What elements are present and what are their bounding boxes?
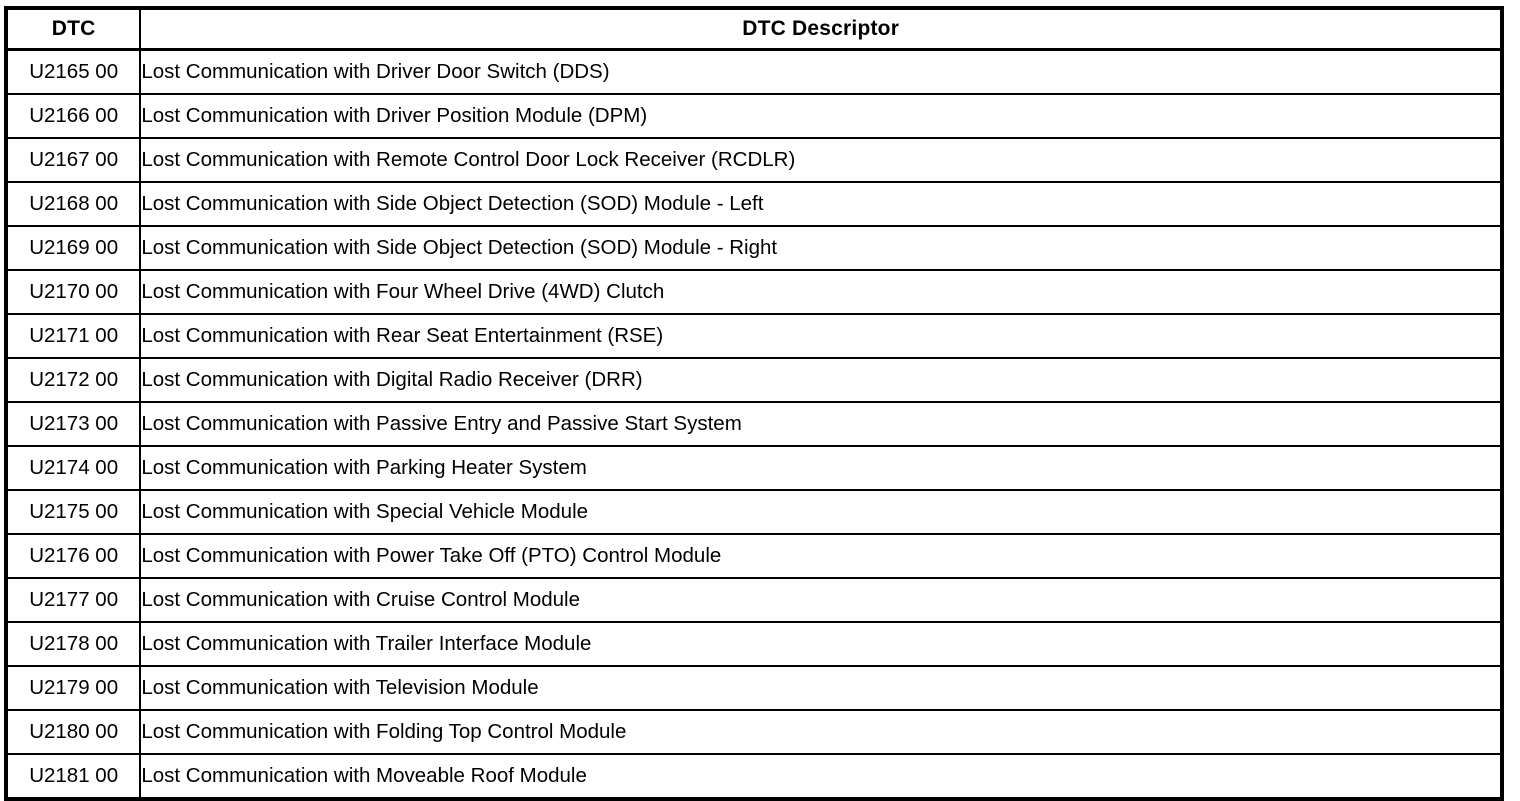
table-row: U2165 00 Lost Communication with Driver D… — [6, 49, 1502, 95]
cell-dtc-descriptor: Lost Communication with Rear Seat Entert… — [140, 314, 1502, 359]
column-header-dtc-descriptor: DTC Descriptor — [140, 8, 1502, 51]
cell-dtc-code: U2177 00 — [6, 578, 142, 623]
table-row: U2168 00 Lost Communication with Side Obj… — [6, 182, 1502, 227]
cell-dtc-descriptor: Lost Communication with Television Modul… — [140, 666, 1502, 711]
cell-dtc-code: U2180 00 — [6, 710, 142, 755]
cell-dtc-descriptor: Lost Communication with Moveable Roof Mo… — [140, 754, 1502, 799]
table-header: DTC DTC Descriptor — [6, 8, 1502, 51]
cell-dtc-code: U2165 00 — [6, 49, 142, 95]
column-header-dtc: DTC — [6, 8, 142, 51]
cell-dtc-descriptor: Lost Communication with Trailer Interfac… — [140, 622, 1502, 667]
table-row: U2177 00 Lost Communication with Cruise C… — [6, 578, 1502, 623]
table-row: U2173 00 Lost Communication with Passive … — [6, 402, 1502, 447]
table-row: U2171 00 Lost Communication with Rear Sea… — [6, 314, 1502, 359]
table-body: U2165 00 Lost Communication with Driver D… — [6, 49, 1502, 799]
cell-dtc-code: U2172 00 — [6, 358, 142, 403]
dtc-table-container: DTC DTC Descriptor U2165 00 Lost Communic… — [4, 6, 1504, 801]
cell-dtc-descriptor: Lost Communication with Side Object Dete… — [140, 226, 1502, 271]
cell-dtc-code: U2176 00 — [6, 534, 142, 579]
cell-dtc-descriptor: Lost Communication with Power Take Off (… — [140, 534, 1502, 579]
cell-dtc-code: U2181 00 — [6, 754, 142, 799]
cell-dtc-descriptor: Lost Communication with Side Object Dete… — [140, 182, 1502, 227]
cell-dtc-code: U2168 00 — [6, 182, 142, 227]
table-header-row: DTC DTC Descriptor — [6, 8, 1502, 51]
cell-dtc-descriptor: Lost Communication with Special Vehicle … — [140, 490, 1502, 535]
table-row: U2181 00 Lost Communication with Moveable… — [6, 754, 1502, 799]
cell-dtc-descriptor: Lost Communication with Parking Heater S… — [140, 446, 1502, 491]
table-row: U2175 00 Lost Communication with Special … — [6, 490, 1502, 535]
cell-dtc-code: U2171 00 — [6, 314, 142, 359]
table-row: U2174 00 Lost Communication with Parking … — [6, 446, 1502, 491]
table-row: U2180 00 Lost Communication with Folding … — [6, 710, 1502, 755]
cell-dtc-descriptor: Lost Communication with Passive Entry an… — [140, 402, 1502, 447]
table-row: U2170 00 Lost Communication with Four Whe… — [6, 270, 1502, 315]
cell-dtc-descriptor: Lost Communication with Driver Position … — [140, 94, 1502, 139]
table-row: U2178 00 Lost Communication with Trailer … — [6, 622, 1502, 667]
table-row: U2172 00 Lost Communication with Digital … — [6, 358, 1502, 403]
cell-dtc-code: U2175 00 — [6, 490, 142, 535]
cell-dtc-descriptor: Lost Communication with Cruise Control M… — [140, 578, 1502, 623]
cell-dtc-code: U2169 00 — [6, 226, 142, 271]
cell-dtc-code: U2179 00 — [6, 666, 142, 711]
dtc-descriptor-table: DTC DTC Descriptor U2165 00 Lost Communic… — [4, 6, 1504, 801]
table-row: U2167 00 Lost Communication with Remote C… — [6, 138, 1502, 183]
cell-dtc-code: U2167 00 — [6, 138, 142, 183]
table-row: U2169 00 Lost Communication with Side Obj… — [6, 226, 1502, 271]
cell-dtc-descriptor: Lost Communication with Folding Top Cont… — [140, 710, 1502, 755]
document-page: DTC DTC Descriptor U2165 00 Lost Communic… — [4, 6, 1504, 801]
table-row: U2176 00 Lost Communication with Power Ta… — [6, 534, 1502, 579]
cell-dtc-code: U2170 00 — [6, 270, 142, 315]
table-row: U2179 00 Lost Communication with Televisi… — [6, 666, 1502, 711]
cell-dtc-code: U2166 00 — [6, 94, 142, 139]
cell-dtc-descriptor: Lost Communication with Remote Control D… — [140, 138, 1502, 183]
cell-dtc-code: U2178 00 — [6, 622, 142, 667]
cell-dtc-code: U2174 00 — [6, 446, 142, 491]
cell-dtc-descriptor: Lost Communication with Four Wheel Drive… — [140, 270, 1502, 315]
table-row: U2166 00 Lost Communication with Driver P… — [6, 94, 1502, 139]
cell-dtc-code: U2173 00 — [6, 402, 142, 447]
cell-dtc-descriptor: Lost Communication with Digital Radio Re… — [140, 358, 1502, 403]
cell-dtc-descriptor: Lost Communication with Driver Door Swit… — [140, 49, 1502, 95]
